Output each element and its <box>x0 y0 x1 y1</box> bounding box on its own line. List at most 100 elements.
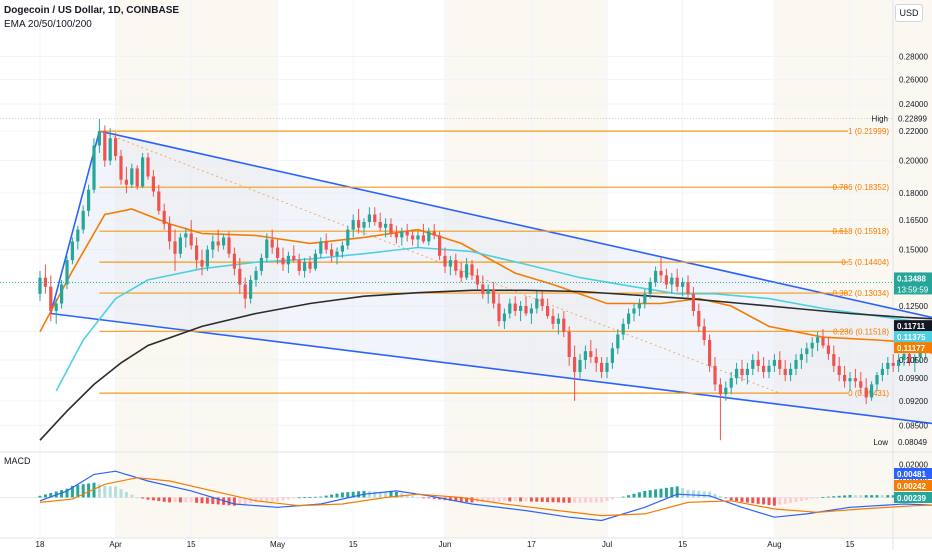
macd-histogram-bar <box>373 491 376 497</box>
price-tick-label: 0.16500 <box>899 216 928 225</box>
candle-body <box>811 343 814 349</box>
candle-body <box>438 235 441 255</box>
candle-body <box>735 369 738 378</box>
candle-body <box>325 241 328 249</box>
macd-histogram-bar <box>773 497 776 505</box>
candle-body <box>82 211 85 230</box>
macd-histogram-bar <box>319 497 322 498</box>
fib-label: 0 (0.09431) <box>848 389 889 398</box>
candle-body <box>713 366 716 385</box>
candle-body <box>416 235 419 239</box>
macd-histogram-bar <box>870 495 873 497</box>
macd-histogram-bar <box>768 497 771 505</box>
candle-body <box>287 256 290 265</box>
candle-body <box>778 360 781 369</box>
candle-body <box>697 311 700 326</box>
candle-body <box>568 332 571 357</box>
macd-histogram-bar <box>735 497 738 501</box>
fib-label: 0.618 (0.15918) <box>833 227 890 236</box>
macd-histogram-bar <box>616 497 619 498</box>
candle-body <box>708 340 711 366</box>
macd-label[interactable]: MACD <box>4 456 31 466</box>
candle-body <box>832 354 835 366</box>
candle-body <box>730 378 733 388</box>
candle-body <box>427 232 430 242</box>
candle-body <box>152 176 155 191</box>
candle-body <box>595 357 598 363</box>
candle-body <box>449 260 452 266</box>
candle-body <box>368 215 371 222</box>
candle-body <box>341 245 344 251</box>
candle-body <box>535 299 538 309</box>
candle-body <box>373 215 376 222</box>
candle-body <box>384 224 387 228</box>
macd-histogram-bar <box>546 497 549 502</box>
macd-histogram-bar <box>827 497 830 498</box>
candle-body <box>686 282 689 294</box>
candle-body <box>49 287 52 311</box>
macd-histogram-bar <box>114 487 117 498</box>
macd-histogram-bar <box>724 497 727 498</box>
candle-body <box>724 388 727 395</box>
candle-body <box>665 275 668 284</box>
fib-label: 0.236 (0.11518) <box>833 327 889 336</box>
price-tick-label: 0.09900 <box>899 374 928 383</box>
candle-body <box>60 284 63 303</box>
macd-histogram-bar <box>255 497 258 502</box>
macd-histogram-bar <box>184 497 187 502</box>
macd-histogram-bar <box>163 497 166 501</box>
macd-histogram-bar <box>805 497 808 499</box>
candle-body <box>346 230 349 246</box>
candle-body <box>454 260 457 271</box>
candle-body <box>200 260 203 266</box>
candle-body <box>319 241 322 253</box>
time-tick-label: 17 <box>527 540 536 549</box>
macd-histogram-bar <box>719 496 722 498</box>
macd-histogram-bar <box>508 497 511 501</box>
macd-histogram-bar <box>309 497 312 498</box>
price-tick-label: 0.22000 <box>899 127 928 136</box>
macd-histogram-bar <box>579 497 582 502</box>
macd-histogram-bar <box>168 497 171 502</box>
candle-body <box>362 222 365 228</box>
candle-body <box>492 289 495 303</box>
candle-body <box>681 282 684 287</box>
macd-histogram-bar <box>643 491 646 498</box>
macd-histogram-bar <box>174 497 177 502</box>
candle-body <box>838 366 841 375</box>
candle-body <box>827 346 830 355</box>
candle-body <box>276 248 279 258</box>
candle-body <box>298 260 301 271</box>
indicator-label[interactable]: EMA 20/50/100/200 <box>4 18 179 32</box>
time-tick-label: May <box>270 540 285 549</box>
macd-histogram-bar <box>287 497 290 499</box>
candle-body <box>578 360 581 372</box>
candle-body <box>616 334 619 348</box>
candle-body <box>271 239 274 247</box>
candle-body <box>627 313 630 323</box>
symbol-title[interactable]: Dogecoin / US Dollar, 1D, COINBASE <box>4 4 179 18</box>
candle-body <box>292 256 295 260</box>
candle-body <box>530 308 533 313</box>
macd-histogram-bar <box>606 497 609 500</box>
macd-histogram-bar <box>822 497 825 498</box>
macd-histogram-bar <box>789 497 792 502</box>
candle-body <box>524 306 527 314</box>
candle-body <box>157 191 160 210</box>
macd-histogram-bar <box>568 497 571 502</box>
candle-body <box>71 241 74 260</box>
macd-histogram-bar <box>757 497 760 503</box>
candle-body <box>114 138 117 156</box>
macd-histogram-bar <box>130 495 133 498</box>
candle-body <box>632 308 635 313</box>
macd-histogram-bar <box>730 497 733 500</box>
macd-histogram-bar <box>87 483 90 497</box>
time-tick-label: 15 <box>187 540 196 549</box>
candle-body <box>654 271 657 282</box>
candle-body <box>470 264 473 275</box>
macd-histogram-bar <box>859 495 862 497</box>
currency-button[interactable]: USD <box>895 4 923 22</box>
candle-body <box>38 278 41 294</box>
macd-histogram-bar <box>206 497 209 503</box>
candle-body <box>773 360 776 366</box>
